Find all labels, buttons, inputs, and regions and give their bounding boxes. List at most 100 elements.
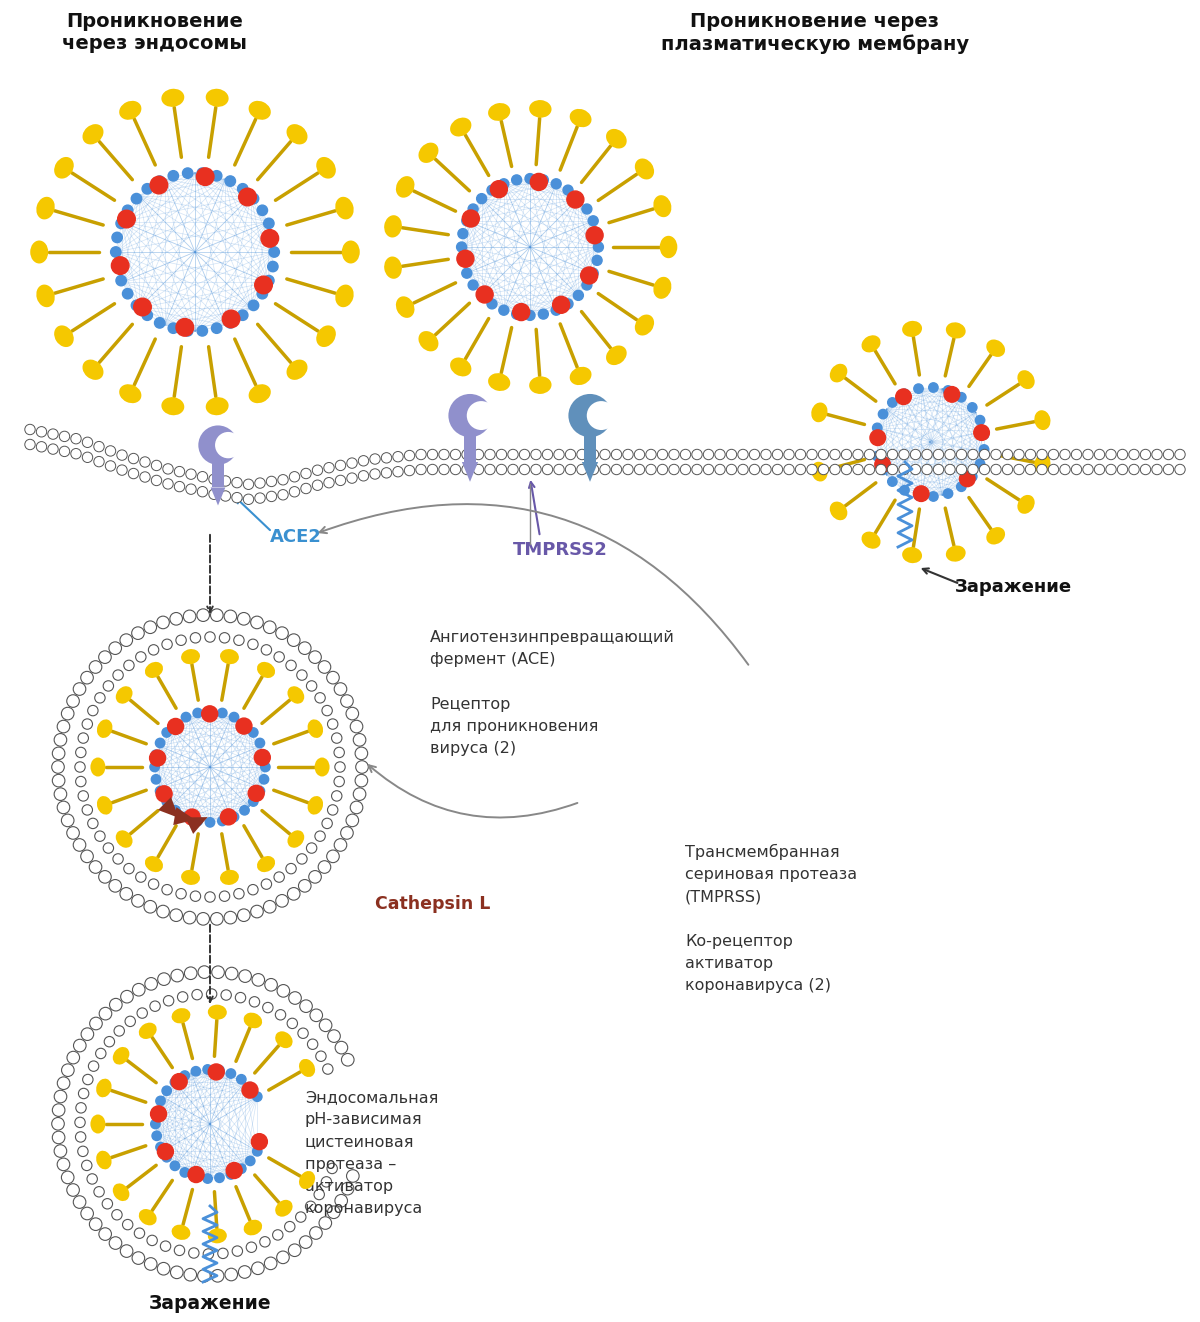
Circle shape: [78, 791, 89, 801]
Circle shape: [53, 1104, 65, 1116]
Circle shape: [551, 178, 562, 189]
Circle shape: [170, 805, 180, 814]
Circle shape: [146, 1235, 157, 1245]
Circle shape: [36, 442, 47, 452]
Circle shape: [226, 1162, 242, 1178]
Circle shape: [198, 966, 211, 978]
Circle shape: [114, 1026, 125, 1036]
Circle shape: [59, 447, 70, 456]
Circle shape: [306, 1202, 316, 1211]
Circle shape: [416, 449, 426, 460]
Ellipse shape: [450, 118, 472, 136]
Circle shape: [600, 449, 611, 460]
Circle shape: [887, 449, 898, 460]
Circle shape: [210, 912, 223, 925]
Ellipse shape: [244, 1220, 262, 1235]
Circle shape: [151, 475, 162, 485]
Circle shape: [331, 791, 342, 801]
Circle shape: [592, 255, 602, 266]
Circle shape: [197, 472, 208, 483]
FancyArrowPatch shape: [319, 504, 749, 665]
Circle shape: [277, 1251, 289, 1264]
Circle shape: [296, 854, 307, 865]
Ellipse shape: [419, 330, 438, 352]
Circle shape: [113, 854, 124, 865]
Circle shape: [71, 434, 82, 444]
Circle shape: [61, 1064, 74, 1076]
Circle shape: [236, 1075, 246, 1084]
Circle shape: [76, 1132, 86, 1142]
Circle shape: [112, 262, 122, 272]
Circle shape: [326, 672, 340, 683]
Circle shape: [306, 843, 317, 853]
Circle shape: [131, 193, 142, 204]
Circle shape: [314, 693, 325, 703]
Circle shape: [319, 1019, 332, 1031]
Circle shape: [582, 280, 592, 290]
Circle shape: [181, 713, 191, 722]
Circle shape: [198, 426, 238, 465]
Circle shape: [157, 1144, 174, 1159]
Circle shape: [103, 681, 114, 691]
Circle shape: [335, 475, 346, 485]
Circle shape: [226, 968, 238, 980]
Polygon shape: [582, 461, 598, 481]
Circle shape: [170, 910, 182, 921]
Circle shape: [248, 193, 259, 204]
Circle shape: [151, 1120, 160, 1129]
Circle shape: [157, 906, 169, 917]
Circle shape: [1175, 464, 1186, 475]
Circle shape: [198, 1269, 210, 1282]
Circle shape: [54, 1091, 67, 1103]
Ellipse shape: [97, 719, 113, 738]
Circle shape: [184, 1268, 197, 1281]
Ellipse shape: [115, 830, 132, 847]
Circle shape: [78, 1088, 89, 1099]
Circle shape: [287, 1018, 298, 1029]
Circle shape: [67, 695, 79, 707]
Circle shape: [116, 275, 126, 286]
Circle shape: [248, 728, 258, 738]
Circle shape: [1037, 449, 1048, 460]
Circle shape: [264, 900, 276, 914]
Circle shape: [539, 175, 548, 185]
Circle shape: [582, 204, 592, 214]
Text: Трансмембранная
сериновая протеаза
(TMPRSS)

Ко-рецептор
активатор
коронавируса : Трансмембранная сериновая протеаза (TMPR…: [685, 843, 857, 993]
Circle shape: [956, 464, 967, 475]
Ellipse shape: [986, 340, 1006, 357]
Circle shape: [600, 464, 611, 475]
Circle shape: [251, 616, 263, 629]
Circle shape: [341, 826, 353, 839]
Circle shape: [256, 738, 264, 748]
Circle shape: [307, 1039, 318, 1050]
Circle shape: [262, 230, 278, 247]
Circle shape: [215, 432, 241, 459]
Circle shape: [150, 763, 160, 772]
Circle shape: [715, 449, 725, 460]
Circle shape: [236, 1165, 246, 1174]
Circle shape: [132, 895, 144, 907]
Text: TMPRSS2: TMPRSS2: [512, 541, 607, 559]
Circle shape: [202, 706, 217, 722]
Circle shape: [476, 193, 487, 204]
Circle shape: [967, 472, 977, 481]
Circle shape: [224, 911, 236, 924]
Circle shape: [289, 992, 301, 1005]
Circle shape: [58, 801, 70, 814]
Circle shape: [144, 621, 156, 633]
Circle shape: [913, 486, 929, 501]
Circle shape: [73, 1196, 86, 1208]
Ellipse shape: [172, 1224, 191, 1240]
Circle shape: [83, 1075, 94, 1085]
Circle shape: [170, 719, 180, 728]
Circle shape: [278, 475, 288, 485]
Circle shape: [254, 493, 265, 504]
Circle shape: [259, 1236, 270, 1247]
Polygon shape: [463, 435, 476, 461]
Ellipse shape: [488, 373, 510, 391]
Circle shape: [565, 464, 576, 475]
Circle shape: [1049, 449, 1058, 460]
Circle shape: [191, 1067, 200, 1076]
Ellipse shape: [96, 1150, 112, 1170]
Ellipse shape: [96, 1079, 112, 1097]
